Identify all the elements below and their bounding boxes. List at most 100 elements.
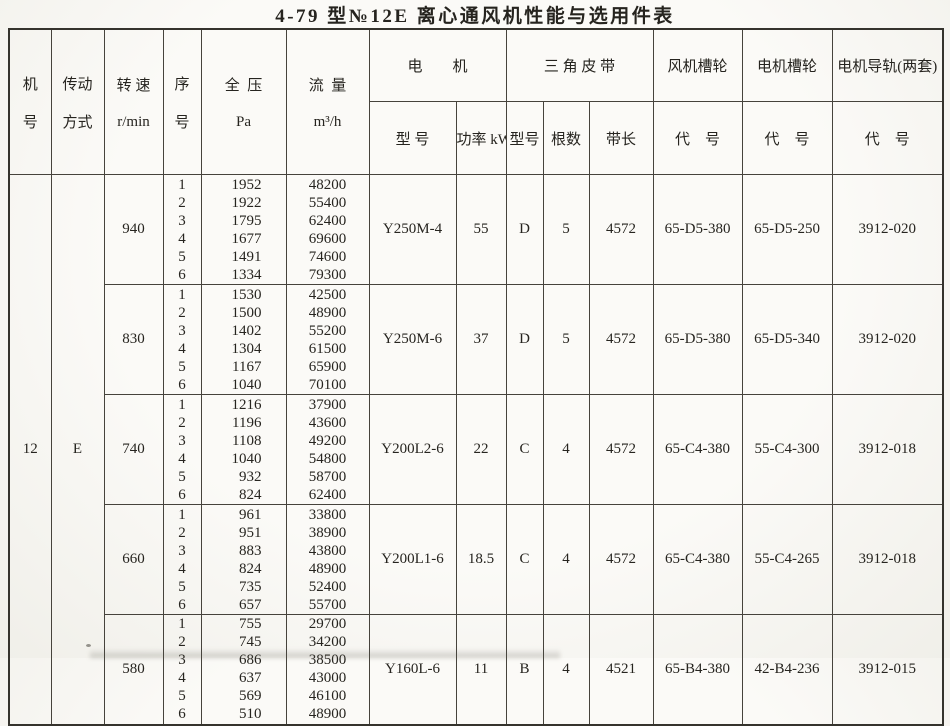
belt-length-cell: 4572 — [588, 394, 654, 505]
flow-stack-value: 69600 — [308, 230, 347, 247]
motor-model-cell: Y160L-6 — [368, 614, 457, 725]
motor-power-cell: 37 — [455, 284, 507, 395]
flow-stack-value: 37900 — [308, 396, 347, 413]
pressure-stack-value: 1530 — [231, 286, 262, 303]
flow-stack-value: 42500 — [308, 286, 347, 303]
group-header-motor-pulley: 电机槽轮 — [741, 28, 833, 103]
pressure-stack-value: 1500 — [231, 304, 262, 321]
pressure-stack-value: 883 — [239, 542, 262, 559]
seq-stack-value: 4 — [178, 560, 186, 577]
fan-pulley-code-cell: 65-B4-380 — [652, 614, 743, 725]
pressure-stack-value: 1108 — [232, 432, 262, 449]
speed-group-row: 12 E 940 1 2 3 4 5 6 1952 1922 1795 1677 1491 1334 4820… — [8, 174, 944, 725]
flow-stack-value: 58700 — [308, 468, 347, 485]
motor-pulley-code-cell: 55-C4-265 — [741, 504, 833, 615]
belt-type-cell: B — [505, 614, 544, 725]
belt-type-cell: C — [505, 504, 544, 615]
flow-stack-value: 54800 — [308, 450, 347, 467]
speed-group-row: 580 1 2 3 4 5 6 755 745 686 637 569 510 29700 34200 385… — [9, 614, 944, 725]
flow-stack-value: 48900 — [308, 706, 347, 723]
flow-stack-value: 43000 — [308, 670, 347, 687]
flow-stack-value: 49200 — [308, 432, 347, 449]
flow-stack: 48200 55400 62400 69600 74600 79300 — [285, 174, 370, 285]
seq-stack-value: 4 — [178, 230, 186, 247]
belt-length-cell: 4572 — [588, 174, 654, 285]
motor-model-cell: Y250M-4 — [368, 174, 457, 285]
flow-stack-value: 48900 — [308, 304, 347, 321]
flow-stack: 42500 48900 55200 61500 65900 70100 — [285, 284, 370, 395]
seq-stack-value: 6 — [178, 596, 186, 613]
scan-speck — [86, 644, 91, 647]
flow-stack-value: 55700 — [308, 596, 347, 613]
seq-stack-value: 3 — [178, 212, 186, 229]
motor-pulley-code-cell: 42-B4-236 — [741, 614, 833, 725]
motor-rail-code-cell: 3912-015 — [831, 614, 944, 725]
col-header-speed: 转 速 r/min — [103, 28, 164, 175]
pressure-stack-value: 824 — [239, 560, 262, 577]
pressure-stack-value: 1196 — [232, 414, 262, 431]
belt-type-cell: D — [505, 284, 544, 395]
pressure-stack-value: 1304 — [231, 340, 262, 357]
belt-count-cell: 5 — [542, 174, 590, 285]
pressure-stack-value: 686 — [239, 652, 262, 669]
flow-stack-value: 34200 — [308, 634, 347, 651]
motor-pulley-code-cell: 65-D5-250 — [741, 174, 833, 285]
fan-pulley-code-cell: 65-C4-380 — [652, 394, 743, 505]
speed-cell: 830 — [103, 284, 164, 395]
seq-stack-value: 3 — [178, 432, 186, 449]
col-header-motor-model: 型 号 — [368, 101, 457, 175]
pressure-stack-value: 569 — [239, 688, 262, 705]
seq-stack-value: 4 — [178, 450, 186, 467]
fan-pulley-code-cell: 65-D5-380 — [652, 284, 743, 395]
seq-stack-value: 1 — [178, 176, 186, 193]
col-header-motor-power: 功率 kW — [455, 101, 507, 175]
flow-stack-value: 55400 — [308, 194, 347, 211]
group-header-v-belt: 三 角 皮 带 — [505, 28, 654, 103]
seq-stack-value: 2 — [178, 634, 186, 651]
pressure-stack-value: 1040 — [231, 376, 262, 393]
table-header: 机号 传动 方式 转 速 r/min 序号 全 压 Pa 流 量 m³/h 电 机 三 … — [8, 28, 944, 175]
table-body: 12 E 940 1 2 3 4 5 6 1952 1922 1795 1677 1491 1334 4820… — [8, 174, 944, 725]
seq-stack-value: 3 — [178, 652, 186, 669]
seq-stack-value: 5 — [178, 688, 186, 705]
seq-stack-value: 2 — [178, 194, 186, 211]
motor-rail-code-cell: 3912-020 — [831, 174, 944, 285]
seq-stack-value: 6 — [178, 706, 186, 723]
pressure-stack-value: 932 — [239, 468, 262, 485]
col-header-fan-pulley-code: 代 号 — [652, 101, 743, 175]
speed-group-row: 660 1 2 3 4 5 6 961 951 883 824 735 657 33800 38900 438… — [9, 504, 944, 615]
pressure-stack: 961 951 883 824 735 657 — [200, 504, 287, 615]
belt-count-cell: 4 — [542, 614, 590, 725]
flow-stack-value: 65900 — [308, 358, 347, 375]
seq-stack-value: 1 — [178, 396, 186, 413]
motor-pulley-code-cell: 55-C4-300 — [741, 394, 833, 505]
col-header-pressure: 全 压 Pa — [200, 28, 287, 175]
pressure-stack-value: 1795 — [231, 212, 262, 229]
pressure-stack-value: 1491 — [231, 248, 262, 265]
speed-cell: 580 — [103, 614, 164, 725]
seq-stack-value: 2 — [178, 304, 186, 321]
flow-stack-value: 52400 — [308, 578, 347, 595]
belt-count-cell: 4 — [542, 504, 590, 615]
belt-length-cell: 4572 — [588, 504, 654, 615]
pressure-stack-value: 951 — [239, 524, 262, 541]
motor-rail-code-cell: 3912-018 — [831, 394, 944, 505]
belt-length-cell: 4521 — [588, 614, 654, 725]
speed-cell: 940 — [103, 174, 164, 285]
flow-stack-value: 38900 — [308, 524, 347, 541]
seq-stack-value: 5 — [178, 358, 186, 375]
pressure-stack-value: 824 — [239, 486, 262, 503]
seq-stack-value: 1 — [178, 616, 186, 633]
flow-stack: 29700 34200 38500 43000 46100 48900 — [285, 614, 370, 725]
flow-stack-value: 74600 — [308, 248, 347, 265]
motor-model-cell: Y250M-6 — [368, 284, 457, 395]
motor-power-cell: 55 — [455, 174, 507, 285]
speed-group-row: 830 1 2 3 4 5 6 1530 1500 1402 1304 1167 1040 42500 48… — [9, 284, 944, 395]
belt-type-cell: C — [505, 394, 544, 505]
motor-rail-code-cell: 3912-020 — [831, 284, 944, 395]
pressure-stack-value: 1952 — [231, 176, 262, 193]
col-header-belt-count: 根数 — [542, 101, 590, 175]
flow-stack-value: 70100 — [308, 376, 347, 393]
